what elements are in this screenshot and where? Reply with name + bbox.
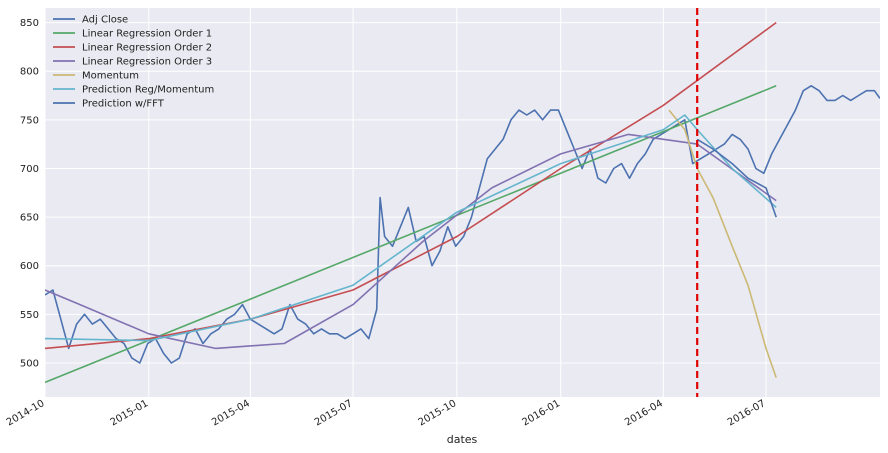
y-tick-label: 700 (20, 164, 39, 175)
y-tick-label: 550 (20, 310, 39, 321)
y-tick-label: 650 (20, 213, 39, 224)
x-tick-label: 2015-01 (109, 398, 151, 428)
legend-label: Linear Regression Order 1 (82, 29, 212, 40)
x-tick-label: 2015-04 (210, 398, 252, 428)
x-tick-label: 2016-01 (520, 398, 562, 428)
legend-label: Linear Regression Order 3 (82, 57, 212, 68)
y-tick-label: 850 (20, 18, 39, 29)
x-tick-label: 2015-10 (417, 398, 459, 428)
y-tick-label: 800 (20, 67, 39, 78)
legend-label: Momentum (82, 71, 139, 82)
legend: Adj Close Linear Regression Order 1 Linear… (53, 15, 214, 110)
x-axis-label: dates (447, 433, 478, 446)
grid (44, 8, 880, 397)
x-tick-label: 2015-07 (313, 398, 355, 428)
series-group (45, 21, 880, 384)
legend-label: Adj Close (82, 15, 128, 26)
series-line-7 (696, 138, 777, 218)
y-tick-label: 750 (20, 115, 39, 126)
legend-label: Linear Regression Order 2 (82, 43, 212, 54)
series-line-3 (45, 21, 777, 350)
series-line-6 (45, 114, 777, 342)
y-tick-label: 600 (20, 261, 39, 272)
legend-label: Prediction Reg/Momentum (82, 85, 214, 96)
series-line-5 (668, 109, 777, 378)
series-line-2 (45, 85, 777, 384)
series-line-1 (45, 85, 880, 364)
legend-label: Prediction w/FFT (82, 99, 165, 110)
x-tick-label: 2014-10 (5, 398, 47, 428)
x-axis: 2014-10 2015-01 2015-04 2015-07 2015-10 2016-… (5, 398, 768, 428)
y-axis: 500 550 600 650 700 750 800 850 (20, 18, 39, 369)
series-line-4 (45, 133, 777, 350)
x-tick-label: 2016-07 (726, 398, 768, 428)
y-tick-label: 500 (20, 358, 39, 369)
x-tick-label: 2016-04 (623, 398, 665, 428)
